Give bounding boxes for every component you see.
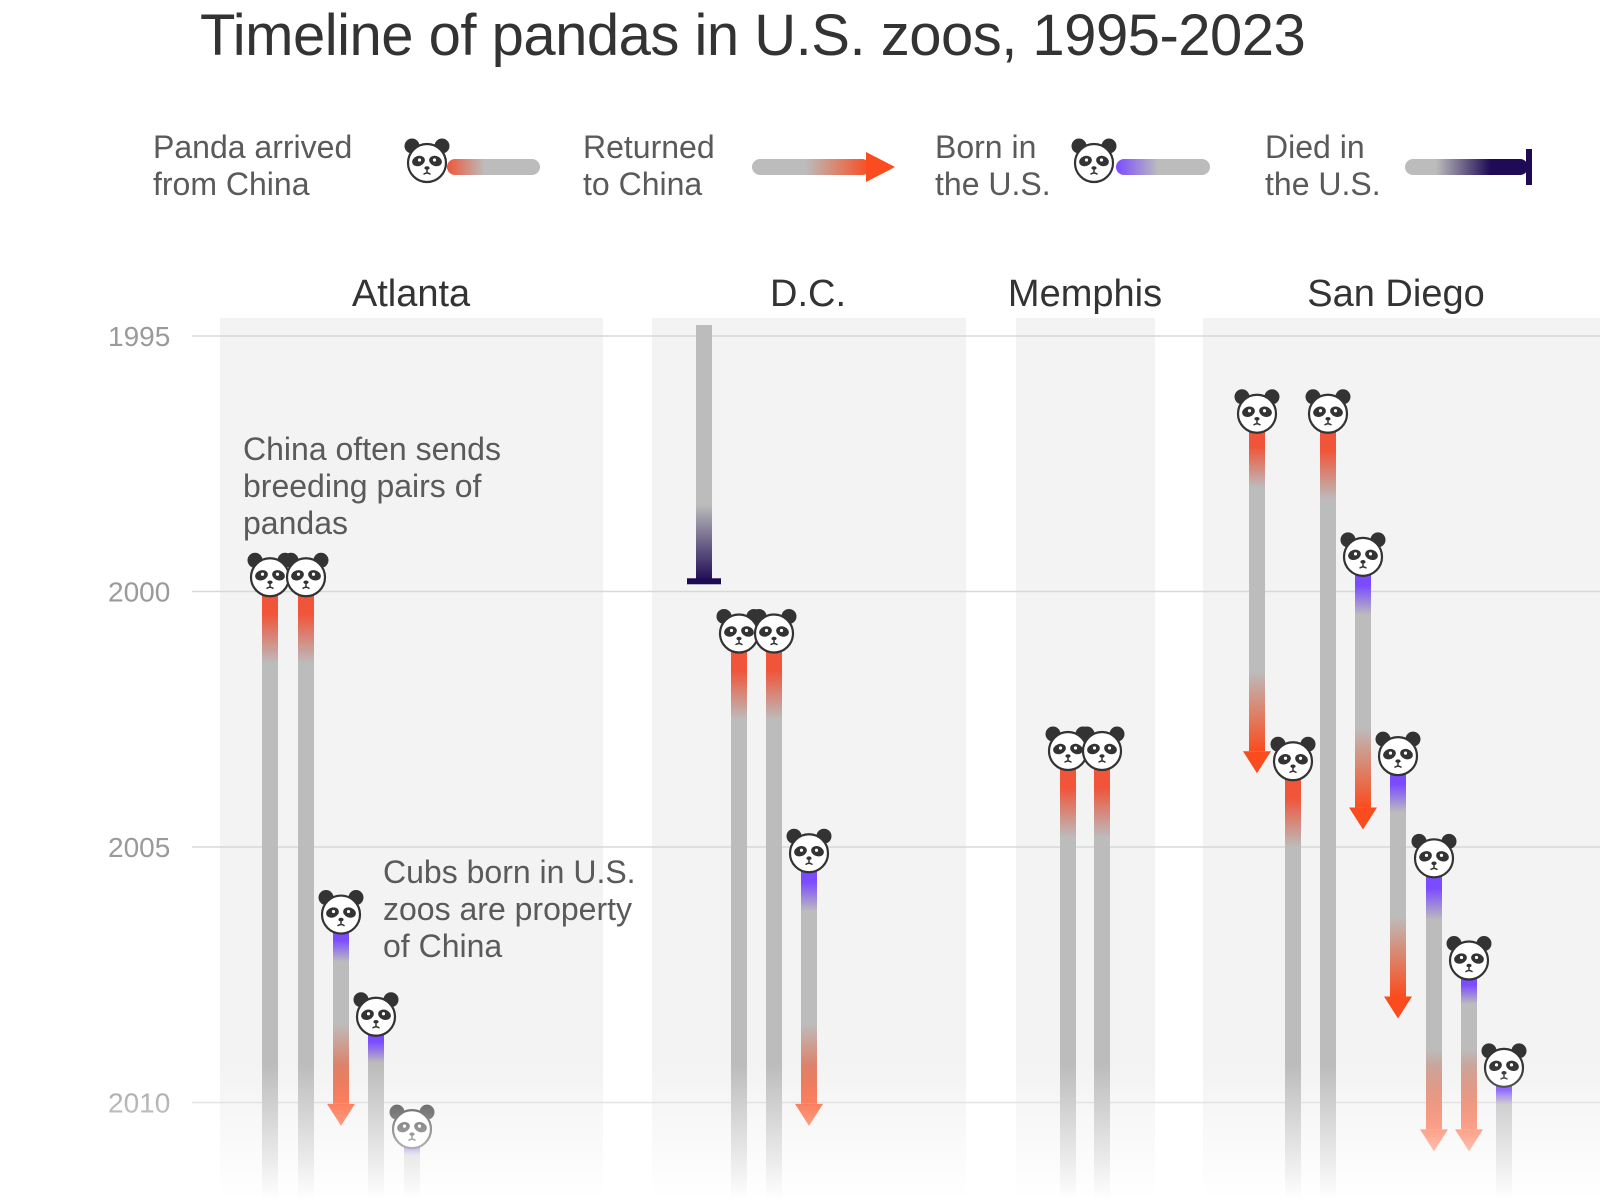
y-tick-label: 2000 (108, 577, 170, 608)
zoo-label: Memphis (1008, 273, 1162, 315)
chart-title: Timeline of pandas in U.S. zoos, 1995-20… (200, 3, 1306, 68)
legend-label-returned: Returned to China (583, 129, 715, 202)
legend-label-arrived: Panda arrived from China (153, 129, 353, 202)
legend-layer (403, 137, 1532, 185)
stay-bar (262, 593, 278, 1200)
stay-bar (1355, 572, 1371, 808)
stay-bar (298, 593, 314, 1200)
legend-label-died: Died in the U.S. (1265, 129, 1381, 202)
panda-face-icon (1078, 725, 1126, 772)
panda-face-icon (1233, 388, 1281, 434)
legend-glyph-born (1070, 137, 1210, 184)
stay-bar (333, 930, 349, 1104)
stay-bar (1249, 429, 1265, 752)
panda-face-icon (785, 827, 833, 874)
panda-timeline (750, 607, 798, 1200)
panda-face-icon (1339, 531, 1387, 577)
legend-swatch (752, 159, 870, 175)
stay-bar (766, 649, 782, 1200)
legend-end-bar (1526, 149, 1532, 185)
panda-face-icon (317, 888, 365, 935)
stay-bar (696, 325, 712, 582)
panda-face-icon (750, 607, 798, 654)
stay-bar (1390, 772, 1406, 997)
stay-bar (1320, 429, 1336, 1200)
panda-timeline (715, 607, 763, 1200)
returned-arrow (1384, 996, 1412, 1019)
zoo-label: Atlanta (352, 273, 471, 315)
stay-bar (731, 649, 747, 1200)
panda-face-icon (1410, 832, 1458, 879)
zoo-panel-0 (220, 318, 603, 1200)
legend-glyph-arrived (403, 137, 540, 184)
legend-swatch (1116, 159, 1210, 175)
panda-face-icon (282, 551, 330, 598)
died-marker (687, 578, 721, 585)
returned-arrow (1243, 751, 1271, 774)
panda-timeline (1233, 388, 1281, 774)
y-tick-label: 2005 (108, 832, 170, 863)
panda-face-icon (1304, 388, 1352, 434)
panda-face-icon (403, 137, 451, 184)
annotation-breeding-pairs: China often sends breeding pairs of pand… (243, 431, 501, 541)
legend-swatch (447, 159, 540, 175)
returned-arrow (1349, 807, 1377, 830)
stay-bar (801, 869, 817, 1104)
panda-timeline (246, 551, 294, 1200)
panda-face-icon (352, 991, 400, 1037)
bottom-fade-overlay (0, 1065, 1600, 1200)
panda-timeline (1339, 531, 1387, 830)
zoo-label: D.C. (770, 273, 846, 315)
panda-face-icon (1070, 137, 1118, 184)
panda-timeline (282, 551, 330, 1200)
panda-timeline (1374, 730, 1422, 1019)
legend-swatch (1405, 159, 1528, 175)
legend-glyph-returned (752, 152, 895, 182)
panda-face-icon (1374, 730, 1422, 777)
annotation-cubs-property: Cubs born in U.S. zoos are property of C… (383, 854, 636, 964)
legend-label-born: Born in the U.S. (935, 129, 1051, 202)
panda-face-icon (1269, 735, 1317, 782)
panda-face-icon (1445, 934, 1493, 981)
legend-arrow (866, 152, 895, 182)
y-tick-label: 1995 (108, 321, 170, 352)
panda-timeline (687, 325, 721, 585)
zoo-label: San Diego (1307, 273, 1484, 315)
panda-timeline (1304, 388, 1352, 1200)
legend-glyph-died (1405, 149, 1532, 185)
panel-layer: Atlanta D.C. Memphis San Diego (220, 273, 1600, 1200)
